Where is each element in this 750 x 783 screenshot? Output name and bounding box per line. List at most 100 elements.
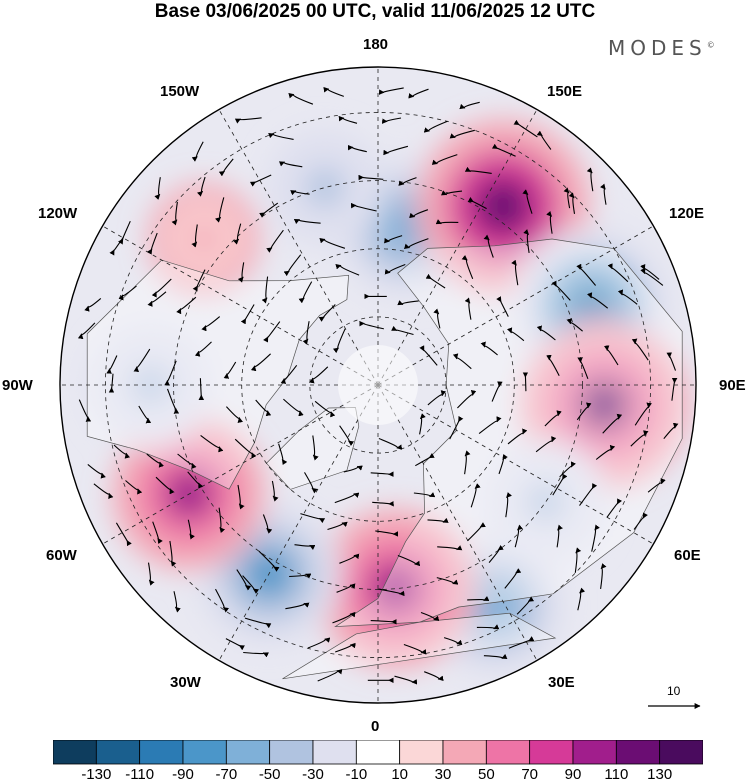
wind-arrow <box>262 514 273 534</box>
latitude-circle <box>309 316 447 454</box>
wind-arrow <box>372 501 394 507</box>
wind-arrow <box>138 405 152 424</box>
colorbar-bin <box>182 740 227 765</box>
wind-arrow <box>467 522 486 542</box>
meridian-line <box>102 384 379 545</box>
wind-arrow <box>419 345 438 366</box>
wind-arrow <box>457 389 477 409</box>
wind-arrow <box>647 478 666 493</box>
map-title: Base 03/06/2025 00 UTC, valid 11/06/2025… <box>154 1 596 22</box>
wind-arrow <box>568 192 576 214</box>
wind-arrow <box>634 402 652 426</box>
wind-arrow <box>258 550 280 572</box>
wind-arrow <box>84 297 102 312</box>
brand-mark: © <box>706 40 715 50</box>
wind-arrow <box>77 322 96 340</box>
wind-arrow <box>425 273 446 289</box>
wind-arrow <box>169 540 177 567</box>
colorbar-tick-label: -110 <box>125 766 155 783</box>
wind-arrow <box>546 354 560 376</box>
wind-arrow <box>243 651 269 658</box>
wind-arrow <box>435 219 459 225</box>
wind-arrow <box>523 229 530 253</box>
wind-arrow <box>350 202 377 212</box>
wind-arrow <box>268 132 294 140</box>
wind-arrow <box>397 300 419 306</box>
colorbar-tick-label: 10 <box>391 766 408 783</box>
wind-arrow <box>323 87 344 97</box>
wind-arrow <box>338 115 358 124</box>
colorbar-bin <box>53 740 97 765</box>
wind-arrow <box>522 372 529 392</box>
wind-arrow <box>563 187 571 209</box>
wind-arrow <box>464 297 472 320</box>
wind-arrow <box>552 473 568 496</box>
wind-arrow <box>424 671 444 682</box>
wind-arrow <box>171 201 178 226</box>
negative-center-core <box>306 168 344 207</box>
wind-arrow <box>606 498 623 518</box>
colorbar-bin <box>399 740 444 765</box>
wind-arrow <box>93 483 114 499</box>
wind-arrow <box>278 443 288 466</box>
wind-arrow <box>280 364 298 385</box>
wind-arrow <box>498 454 508 475</box>
wind-arrow <box>304 472 318 494</box>
wind-arrow <box>591 524 600 552</box>
wind-arrow <box>147 562 155 586</box>
wind-arrow <box>437 545 463 551</box>
colorbar-bin <box>615 740 661 765</box>
wind-arrow <box>488 545 504 563</box>
wind-arrow <box>470 483 481 508</box>
wind-arrow <box>177 453 197 470</box>
wind-arrow <box>600 563 607 589</box>
north-africa-outline <box>282 612 557 680</box>
wind-arrow <box>201 316 221 332</box>
positive-center-core <box>186 221 222 257</box>
wind-arrow <box>125 480 143 495</box>
wind-arrow <box>319 238 346 249</box>
brand-logo: MODES© <box>608 36 715 60</box>
wind-arrow <box>370 619 397 625</box>
wind-arrow <box>431 154 458 165</box>
wind-arrow <box>255 399 272 417</box>
wind-arrow <box>283 254 302 277</box>
wind-arrow <box>290 190 310 196</box>
wind-arrow <box>236 569 252 591</box>
wind-arrow <box>339 425 355 446</box>
colorbar-bin <box>312 740 357 765</box>
wind-arrow <box>391 325 414 336</box>
colorbar-bin <box>529 740 574 765</box>
polar-cap <box>338 345 418 425</box>
wind-arrow <box>535 436 557 453</box>
wind-arrow <box>378 87 404 95</box>
wind-arrow <box>398 177 417 186</box>
brand-name: MODES <box>608 36 707 60</box>
negative-center-core <box>565 281 618 333</box>
reference-vector-label: 10 <box>667 684 681 698</box>
wind-arrow <box>403 643 427 655</box>
wind-arrow <box>191 224 198 248</box>
wind-arrow <box>166 388 180 414</box>
wind-arrow <box>574 547 582 573</box>
wind-arrow <box>508 636 535 649</box>
wind-arrow <box>191 141 204 162</box>
north-america-outline <box>86 259 349 490</box>
wind-arrow <box>146 232 158 255</box>
lon-label-60w: 60W <box>46 547 77 564</box>
wind-arrow <box>266 229 284 253</box>
wind-arrow <box>240 304 255 325</box>
wind-arrow <box>223 361 237 379</box>
colorbar-tick-label: 90 <box>564 766 582 783</box>
wind-arrow <box>483 653 508 659</box>
wind-arrow <box>559 461 576 478</box>
colorbar-bin <box>355 740 401 765</box>
wind-arrow <box>600 183 607 205</box>
map-boundary <box>59 66 697 704</box>
wind-arrow <box>449 129 475 139</box>
wind-arrow <box>403 238 429 249</box>
wind-arrow <box>375 530 399 537</box>
wind-arrow <box>225 406 243 423</box>
wind-arrow <box>176 296 197 315</box>
